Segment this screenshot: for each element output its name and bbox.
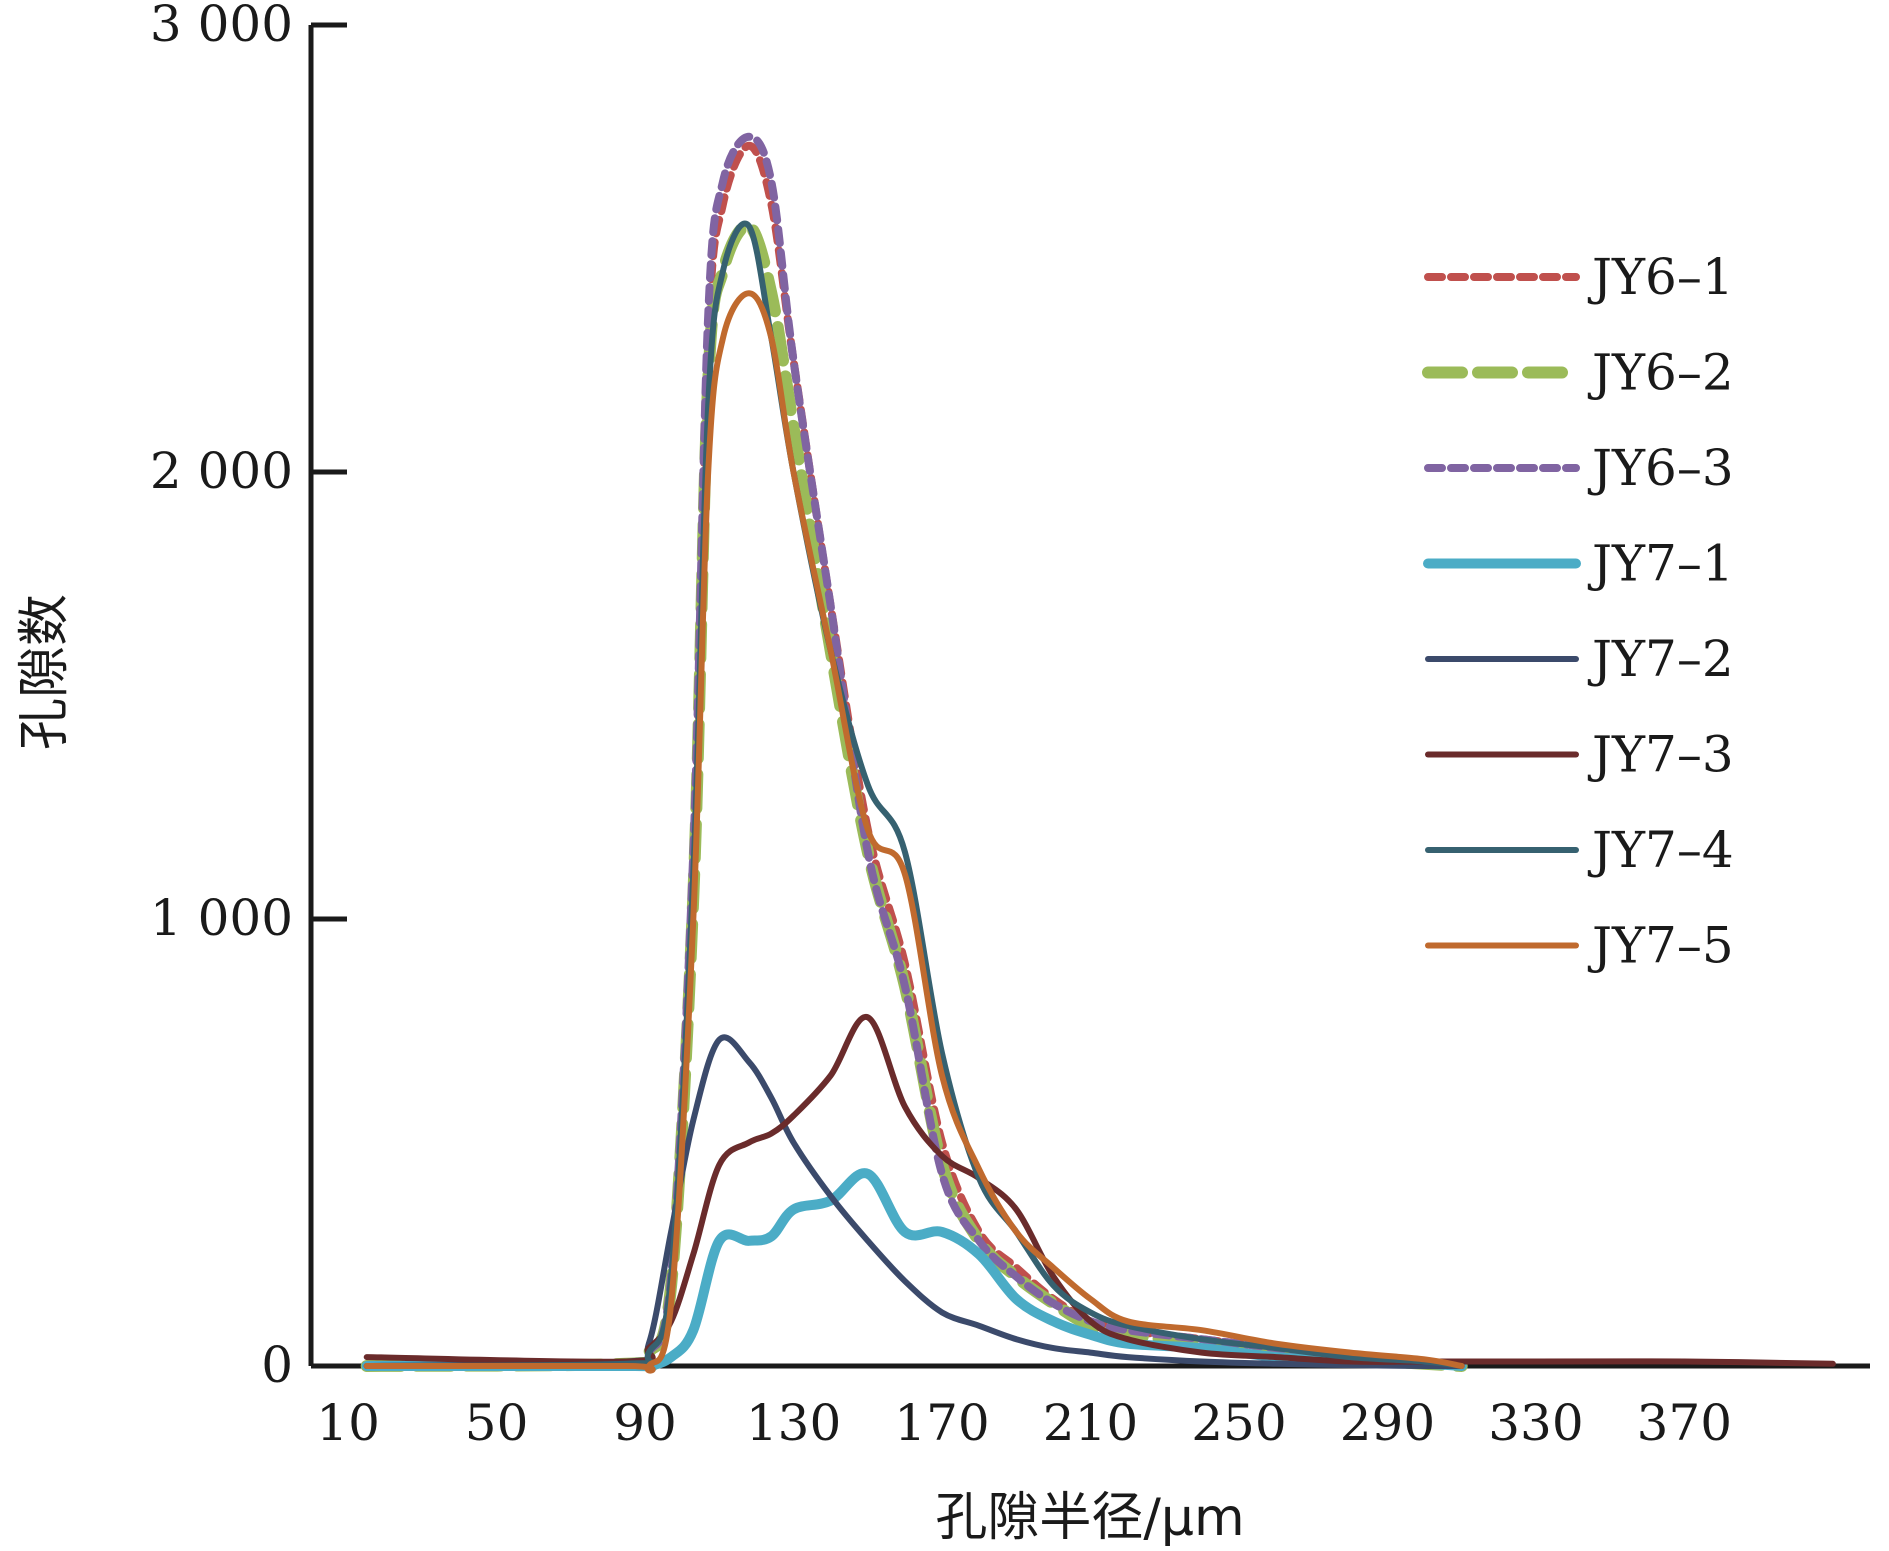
series-line-JY7–3: [363, 1014, 1836, 1367]
legend-label: JY6–2: [1587, 344, 1734, 402]
y-tick-label: 3 000: [150, 0, 293, 53]
x-tick-label: 130: [746, 1394, 841, 1452]
x-tick-label: 90: [613, 1394, 677, 1452]
y-ticks: 0 1 000 2 000 3 000: [150, 0, 347, 1394]
x-tick-label: 50: [465, 1394, 529, 1452]
series-layer: [360, 132, 1836, 1374]
x-tick-label: 210: [1043, 1394, 1138, 1452]
y-tick-label: 2 000: [150, 442, 293, 500]
legend: JY6–1 JY6–2 JY6–3 JY7–1 JY7–2 JY7–3 JY7–4 JY7–5: [1422, 248, 1734, 975]
legend-label: JY6–1: [1587, 248, 1734, 306]
series-line-JY7–2: [363, 1034, 1465, 1370]
x-axis-title: 孔隙半径/μm: [935, 1488, 1244, 1548]
series-line-JY6–1: [362, 141, 1466, 1370]
series-line-JY7–1: [361, 1168, 1467, 1372]
legend-label: JY7–4: [1587, 821, 1734, 879]
series-line-JY7–4: [363, 220, 1465, 1369]
x-ticks: 10 50 90 130 170 210 250 290 330 370: [316, 1394, 1732, 1452]
series-line-JY6–3: [362, 132, 1466, 1370]
axes: [308, 25, 1870, 1369]
x-tick-label: 250: [1191, 1394, 1286, 1452]
legend-label: JY7–3: [1587, 726, 1734, 784]
y-tick-label: 0: [261, 1336, 293, 1394]
legend-label: JY7–2: [1587, 630, 1734, 688]
x-tick-label: 330: [1488, 1394, 1583, 1452]
x-tick-label: 370: [1637, 1394, 1732, 1452]
legend-label: JY6–3: [1587, 439, 1734, 497]
x-tick-label: 170: [894, 1394, 989, 1452]
legend-label: JY7–5: [1587, 917, 1734, 975]
series-line-JY7–5: [363, 290, 1465, 1374]
x-tick-label: 10: [316, 1394, 380, 1452]
legend-label: JY7–1: [1587, 535, 1734, 593]
y-tick-label: 1 000: [150, 889, 293, 947]
series-line-JY6–2: [360, 219, 1468, 1372]
y-axis-title: 孔隙数: [15, 594, 75, 750]
x-tick-label: 290: [1340, 1394, 1435, 1452]
